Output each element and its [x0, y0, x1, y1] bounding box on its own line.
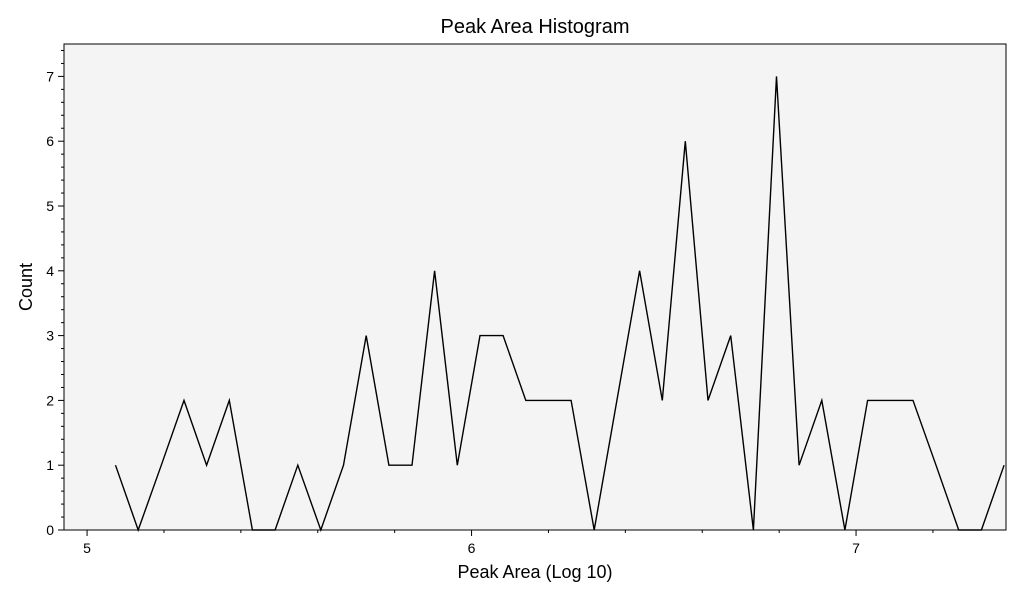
x-tick-label: 7 — [852, 540, 860, 556]
x-axis-label: Peak Area (Log 10) — [457, 562, 612, 582]
series-line — [114, 76, 1005, 533]
y-axis-label: Count — [16, 263, 36, 311]
y-tick-label: 7 — [46, 68, 54, 84]
y-tick-label: 6 — [46, 133, 54, 149]
y-tick-label: 4 — [46, 263, 54, 279]
plot-area — [63, 43, 1007, 531]
x-tick-label: 5 — [83, 540, 91, 556]
chart-title: Peak Area Histogram — [441, 16, 630, 38]
y-tick-label: 3 — [46, 328, 54, 344]
y-axis: 0 1 2 3 4 5 6 7 — [46, 49, 64, 538]
y-tick-label: 5 — [46, 198, 54, 214]
x-axis: 5 6 7 — [83, 530, 934, 556]
y-tick-label: 2 — [46, 392, 54, 408]
y-tick-label: 1 — [46, 457, 54, 473]
y-tick-label: 0 — [46, 522, 54, 538]
x-tick-label: 6 — [468, 540, 476, 556]
